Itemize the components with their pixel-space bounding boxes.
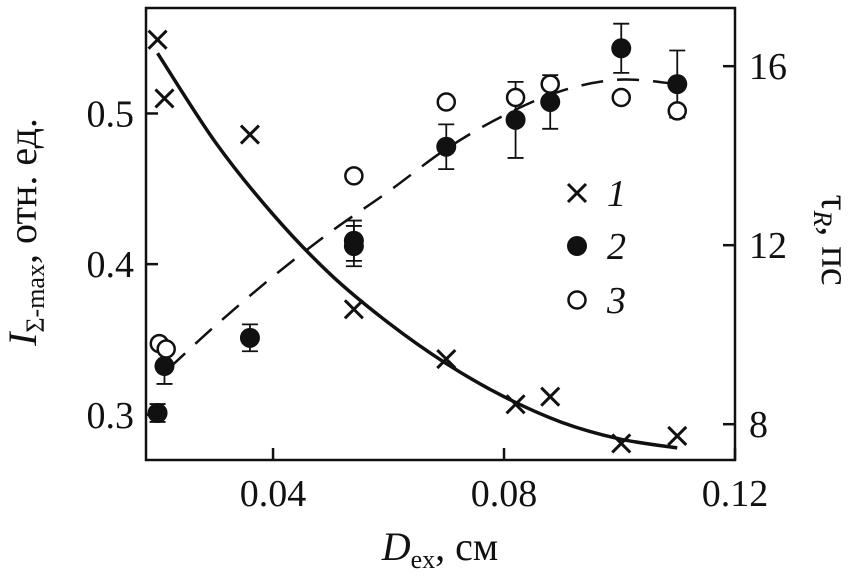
legend-marker-2: [567, 236, 587, 256]
series-1-point: [343, 299, 364, 320]
series-1-point-stroke: [436, 348, 457, 370]
y-right-axis-label-main: τ: [813, 194, 858, 210]
series-1-point-stroke: [540, 386, 561, 407]
legend-label-3: 3: [606, 280, 626, 322]
series-2-point: [343, 230, 364, 251]
series-1-point-stroke: [505, 394, 526, 415]
x-tick-label: 0.12: [702, 473, 769, 515]
series-3: [149, 74, 688, 359]
series-1-point: [505, 394, 526, 415]
series-1-point: [611, 433, 632, 454]
fit-line-1-solid: [156, 52, 678, 450]
legend-marker-3: [567, 290, 587, 310]
series-1-point-stroke: [239, 124, 261, 145]
series-1-point-stroke: [154, 88, 175, 109]
legend-marker-1-stroke: [566, 182, 588, 204]
y-right-tick-label: 8: [749, 404, 768, 446]
plot-border: [144, 6, 737, 462]
series-2-point: [436, 136, 457, 157]
series-2-point: [239, 327, 260, 348]
x-axis-label-unit: , см: [435, 524, 498, 569]
series-2-point: [667, 74, 688, 95]
series-1-point-stroke: [147, 29, 168, 50]
y-right-axis-label-sub: R: [808, 210, 837, 227]
series-1-point: [436, 348, 457, 370]
series-3-point: [540, 74, 560, 94]
x-tick-label: 0.04: [240, 473, 307, 515]
series-3-point: [667, 101, 688, 121]
series-3-point: [156, 339, 176, 359]
y-left-axis-label-unit: , отн. ед.: [0, 118, 45, 264]
y-left-tick-label: 0.4: [87, 244, 135, 286]
series-2: [147, 22, 688, 424]
fit-lines: [156, 52, 678, 450]
y-left-tick-label: 0.3: [87, 395, 135, 437]
x-axis-label-sub: ex: [411, 545, 436, 574]
y-right-tick-label: 12: [749, 225, 787, 267]
fit-line-2-dashed: [168, 78, 678, 370]
x-axis-label: Dex, см: [381, 524, 499, 574]
y-left-tick-label: 0.5: [87, 93, 135, 135]
y-right-tick-label: 16: [749, 46, 787, 88]
series-2-point: [147, 403, 168, 424]
series-3-point: [436, 92, 457, 112]
y-right-axis-label-unit: , пс: [813, 226, 858, 285]
legend: 1 2 3: [566, 173, 626, 322]
series-1-point-stroke: [343, 299, 364, 320]
legend-label-1: 1: [607, 173, 626, 215]
series-2-point: [505, 109, 526, 130]
series-1-point: [154, 88, 175, 109]
series-1-point: [667, 425, 688, 446]
y-left-axis-label: IΣ-max, отн. ед.: [0, 118, 50, 347]
series-1-point: [540, 386, 561, 407]
series-1-point: [147, 29, 168, 50]
series-1-point-stroke: [611, 433, 632, 454]
plot-frame: [144, 6, 737, 462]
x-tick-label: 0.08: [471, 473, 538, 515]
y-left-axis-label-sub: Σ-max: [21, 264, 50, 333]
series-3-point: [344, 166, 364, 186]
series-1: [147, 29, 688, 454]
legend-marker-1: [566, 182, 588, 204]
series-2-point: [611, 38, 632, 59]
y-left-axis-label-main: I: [0, 331, 45, 347]
data-marks: [147, 22, 688, 454]
x-axis-label-main: D: [381, 524, 411, 569]
series-3-point: [505, 87, 526, 108]
series-1-point-stroke: [667, 425, 688, 446]
series-3-point: [611, 87, 631, 108]
legend-label-2: 2: [607, 226, 626, 268]
series-1-point: [239, 124, 261, 145]
y-right-axis-label: τR, пс: [808, 194, 858, 285]
series-2-point: [154, 356, 175, 377]
series-2-point: [540, 91, 561, 112]
